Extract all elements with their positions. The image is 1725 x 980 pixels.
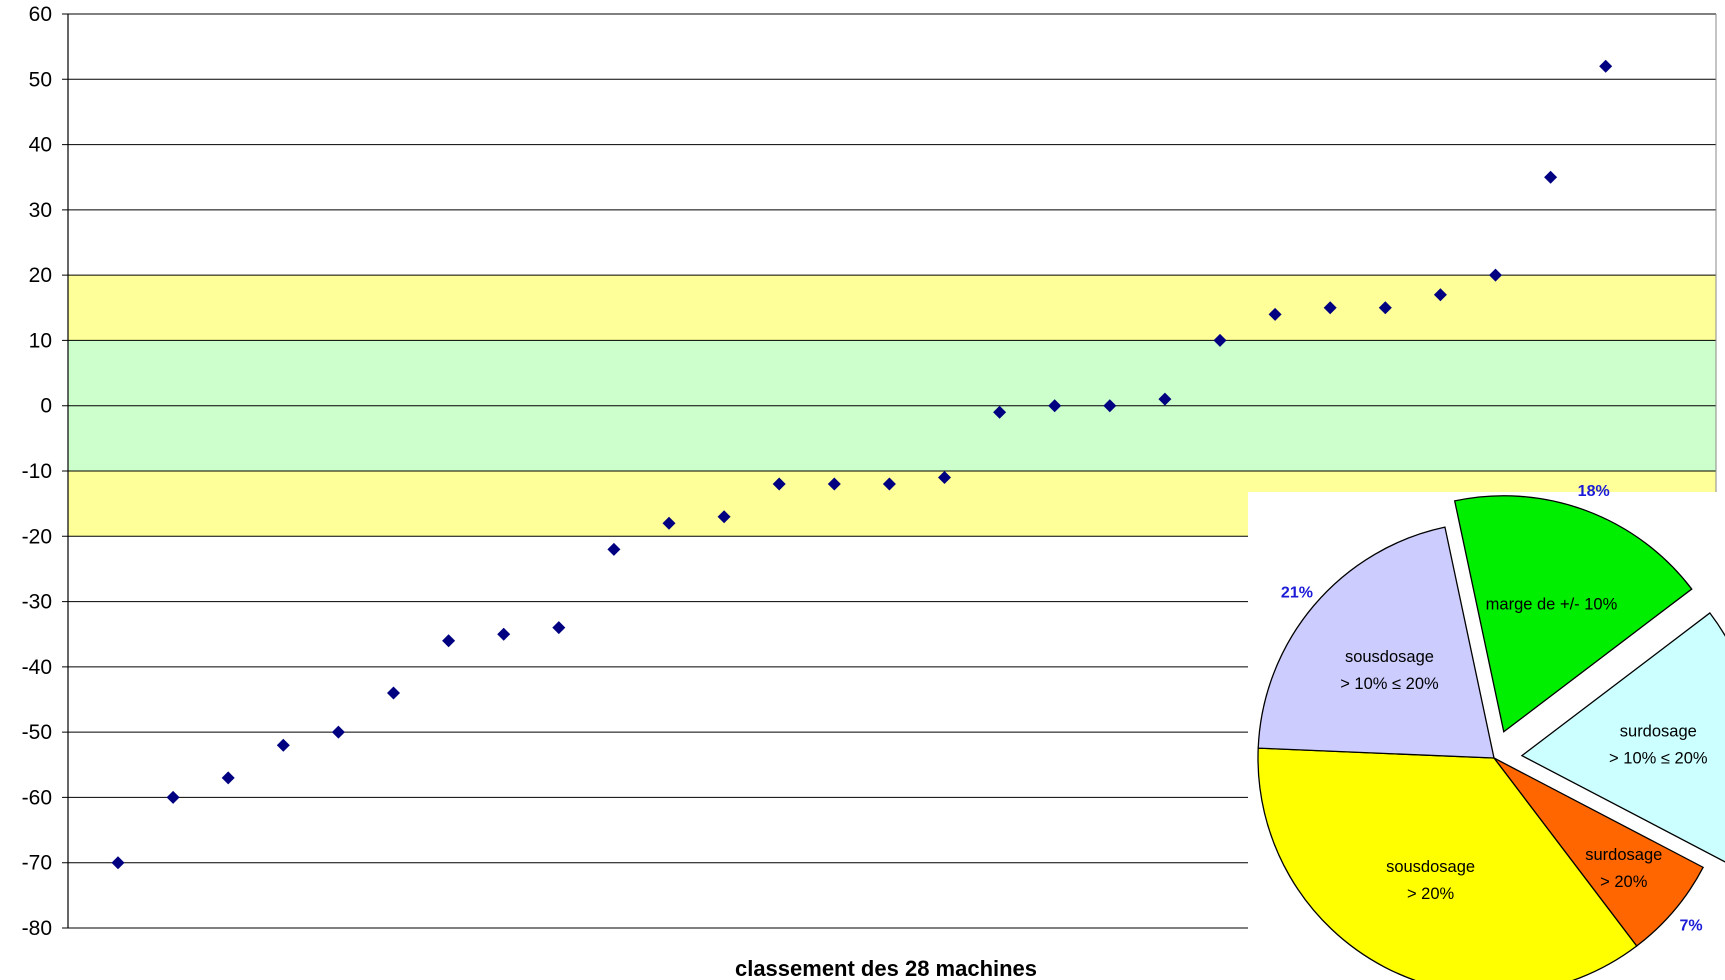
data-point (1433, 288, 1447, 302)
data-point (221, 771, 235, 785)
y-tick-label: 40 (29, 134, 52, 157)
pie-slice-2 (1493, 757, 1705, 947)
y-tick-label: -10 (22, 460, 52, 483)
data-point (1489, 268, 1502, 282)
pie-chart: marge de +/- 10% 18% surdosage > 10% ≤ 20% s… (1248, 483, 1725, 980)
data-point (276, 738, 290, 752)
data-point (1323, 301, 1337, 315)
data-point (882, 477, 896, 491)
data-point (442, 634, 456, 648)
data-point (1599, 59, 1613, 73)
data-point (1048, 399, 1062, 413)
y-tick-label: 50 (29, 68, 52, 91)
pie-slice-label: sousdosage (1386, 858, 1475, 876)
data-point (938, 471, 951, 485)
data-point (1268, 307, 1282, 321)
data-point (387, 686, 400, 700)
data-point (1213, 333, 1227, 347)
data-point (1378, 301, 1392, 315)
pie-percent-label: 7% (1679, 918, 1702, 935)
y-tick-label: 60 (29, 3, 52, 26)
y-tick-label: -60 (22, 786, 52, 809)
data-point (827, 477, 841, 491)
y-tick-label: -50 (22, 721, 52, 744)
pie-slice-label: > 20% (1600, 873, 1648, 891)
pie-slice-0 (1453, 495, 1693, 733)
y-tick-label: -40 (22, 656, 52, 679)
y-tick-label: -20 (22, 525, 52, 548)
pie-percent-label: 21% (1281, 584, 1313, 601)
pie-slice-label: sousdosage (1345, 648, 1434, 666)
y-tick-label: -80 (22, 917, 52, 940)
y-tick-labels: 60 50 40 30 20 10 0 -10 -20 -30 -40 -50 -60 -70 -80 (22, 3, 52, 940)
scatter-points (111, 59, 1613, 870)
data-point (552, 621, 566, 635)
pie-slice-1 (1520, 612, 1725, 863)
pie-slice-label: surdosage (1620, 723, 1697, 741)
y-tick-label: -70 (22, 852, 52, 875)
y-tick-label: 10 (29, 329, 52, 352)
pie-slice-label: > 10% ≤ 20% (1609, 750, 1708, 768)
pie-slice-3 (1257, 747, 1638, 980)
y-tick-label: 0 (40, 395, 52, 418)
data-point (717, 510, 731, 524)
data-point (772, 477, 786, 491)
pie-slice-label: surdosage (1585, 846, 1662, 864)
pie-percent-label: 18% (1578, 483, 1610, 500)
data-point (1103, 399, 1117, 413)
data-point (1544, 170, 1558, 184)
pie-slice-4 (1257, 526, 1495, 759)
pie-slice-label: marge de +/- 10% (1486, 595, 1618, 613)
band-2 (68, 275, 1716, 341)
y-tick-label: -30 (22, 591, 52, 614)
data-point (331, 725, 345, 739)
data-point (662, 516, 676, 530)
data-point (607, 542, 621, 556)
pie-slice-label: > 10% ≤ 20% (1340, 675, 1439, 693)
pie-slice-label: > 20% (1407, 885, 1455, 903)
x-axis-label: classement des 28 machines (735, 956, 1037, 980)
data-point (111, 856, 125, 870)
data-point (1158, 392, 1172, 406)
y-tick-label: 30 (29, 199, 52, 222)
data-point (497, 627, 511, 641)
y-tick-label: 20 (29, 264, 52, 287)
data-point (993, 405, 1007, 419)
data-point (166, 790, 180, 804)
